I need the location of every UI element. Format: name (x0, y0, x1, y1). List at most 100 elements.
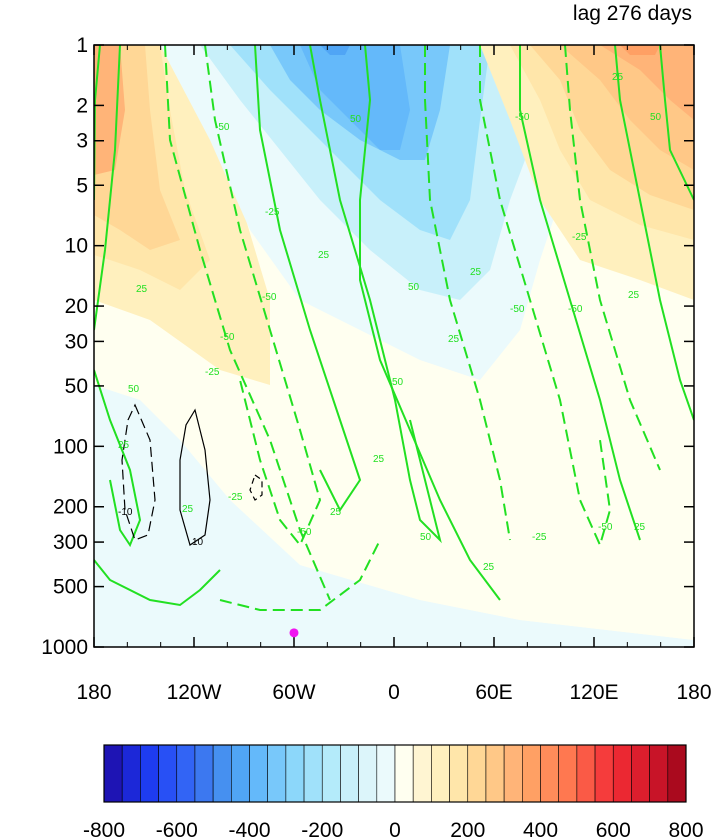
y-tick-label: 50 (65, 375, 88, 398)
y-tick-label: 200 (53, 496, 88, 519)
y-axis: 1 2 3 5 10 20 30 50 100 200 300 500 1000 (41, 34, 694, 659)
y-tick-label: 1 (76, 34, 88, 57)
contour-label: 25 (470, 267, 482, 278)
colorbar-label: 600 (596, 819, 631, 838)
colorbar-swatch (558, 744, 578, 803)
contour-label: 25 (448, 334, 460, 345)
location-marker (289, 628, 299, 638)
colorbar-swatch (503, 744, 523, 803)
y-tick-label: 20 (65, 295, 88, 318)
colorbar-label: -600 (156, 819, 198, 838)
colorbar-label: 400 (523, 819, 558, 838)
colorbar-swatch (285, 744, 305, 803)
shade-lower-cream (300, 480, 694, 640)
colorbar-swatch (431, 744, 450, 803)
colorbar-swatch (467, 744, 487, 803)
contour-label: -50 (220, 332, 235, 343)
x-tick-label: 0 (388, 681, 400, 704)
colorbar-swatch (412, 744, 432, 803)
y-tick-label: 10 (65, 235, 88, 258)
contour-label: 50 (350, 114, 362, 125)
y-tick-label: 1000 (41, 636, 88, 659)
colorbar-label: 0 (389, 819, 401, 838)
colorbar-swatch (594, 744, 614, 803)
colorbar-swatch (158, 744, 178, 803)
colorbar-label: -200 (301, 819, 343, 838)
colorbar-label: 800 (668, 819, 703, 838)
colorbar-swatch (121, 744, 141, 803)
contour-label: -50 (297, 527, 312, 538)
x-tick-label: 120E (569, 681, 618, 704)
contour-label: 25 (634, 522, 646, 533)
colorbar-swatch (612, 744, 632, 803)
colorbar-swatch (449, 744, 469, 803)
contour-green-3 (164, 45, 331, 601)
colorbar-swatch (540, 744, 559, 803)
contour-label: 25 (118, 440, 130, 451)
colorbar-swatch (231, 744, 250, 803)
colorbar-swatch (249, 744, 268, 803)
contour-label: 50 (420, 532, 432, 543)
contour-green-8 (424, 45, 511, 541)
colorbar-labels: -800 -600 -400 -200 0 200 400 600 800 (83, 819, 704, 838)
y-tick-label: 2 (76, 94, 88, 117)
colorbar-label: 200 (450, 819, 485, 838)
y-tick-label: 300 (53, 531, 88, 554)
contour-label: -50 (262, 292, 277, 303)
colorbar-swatch (667, 744, 687, 803)
contour-label: 50 (408, 282, 420, 293)
colorbar-swatch (340, 744, 359, 803)
colorbar-label: -800 (83, 819, 125, 838)
contour-green-15 (94, 369, 142, 548)
contour-green-2 (94, 45, 121, 331)
contour-label: 25 (612, 72, 624, 83)
x-axis: 180 120W 60W 0 60E 120E 180 (76, 45, 712, 704)
contour-label: -10 (118, 507, 133, 518)
contour-label: -50 (598, 522, 613, 533)
shade-west-darkorange (94, 45, 125, 175)
colorbar-swatch (522, 744, 541, 803)
contour-green-4 (204, 45, 322, 547)
contour-label: -50 (510, 304, 525, 315)
y-tick-label: 3 (76, 130, 88, 153)
contour-label: -50 (568, 304, 583, 315)
colorbar-swatch (576, 744, 596, 803)
colorbar-swatch (103, 744, 123, 803)
contour-label-group: 50 25 25 25 -25 -50 -50 -50 -25 -25 -50 … (118, 72, 662, 573)
contour-label: 25 (182, 504, 194, 515)
chart-title: lag 276 days (573, 2, 692, 25)
x-tick-label: 60E (475, 681, 512, 704)
x-tick-label: 180 (676, 681, 711, 704)
contour-black-2 (179, 408, 211, 546)
colorbar-swatch (303, 744, 323, 803)
contour-label: 50 (650, 112, 662, 123)
colorbar (103, 744, 687, 803)
contour-green-9 (479, 45, 612, 548)
contour-green-7 (359, 45, 501, 601)
x-tick-label: 180 (76, 681, 111, 704)
colorbar-swatch (194, 744, 214, 803)
contour-label: 50 (392, 377, 404, 388)
colorbar-swatch (321, 744, 341, 803)
contour-label: -25 (265, 207, 280, 218)
x-tick-label: 60W (272, 681, 315, 704)
contour-label: 10 (192, 537, 204, 548)
shade-east-darkorange (600, 45, 694, 120)
contour-label: 25 (330, 507, 342, 518)
contour-label: -25 (532, 532, 547, 543)
colorbar-frame (103, 744, 687, 803)
y-tick-label: 500 (53, 576, 88, 599)
colorbar-swatch (631, 744, 650, 803)
contour-green-11 (564, 45, 661, 471)
y-tick-label: 30 (65, 330, 88, 353)
colorbar-swatch (212, 744, 232, 803)
y-tick-label: 5 (76, 174, 88, 197)
shade-east-red (620, 45, 660, 55)
colorbar-swatch (267, 744, 287, 803)
colorbar-swatch (176, 744, 196, 803)
contour-black-1 (121, 403, 156, 541)
shade-center-blue4 (300, 45, 410, 150)
contour-label: 25 (373, 454, 385, 465)
contour-label: 25 (136, 284, 148, 295)
